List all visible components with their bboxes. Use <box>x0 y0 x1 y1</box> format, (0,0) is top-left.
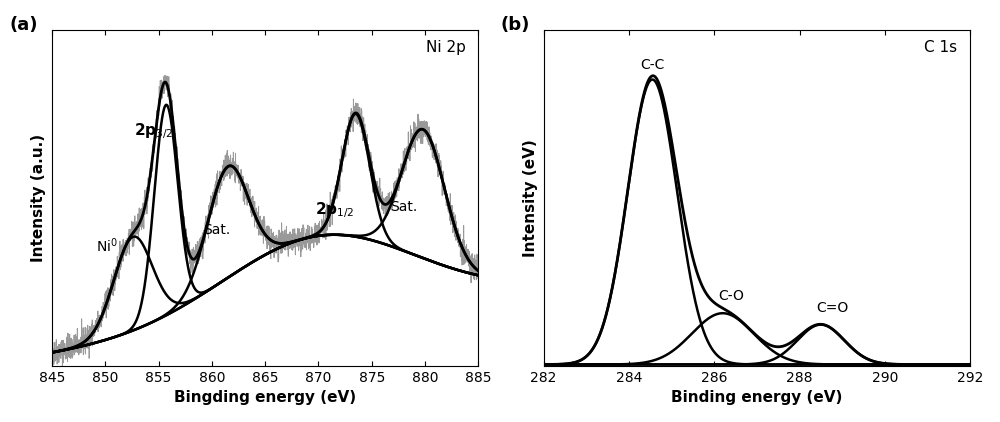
Text: (b): (b) <box>501 16 530 34</box>
Text: Sat.: Sat. <box>204 223 231 237</box>
Text: 2p$_{3/2}$: 2p$_{3/2}$ <box>134 121 173 141</box>
Text: C-O: C-O <box>718 289 744 303</box>
Y-axis label: Intensity (eV): Intensity (eV) <box>523 139 538 257</box>
Text: C=O: C=O <box>817 300 849 315</box>
Text: 2p$_{1/2}$: 2p$_{1/2}$ <box>315 200 354 220</box>
X-axis label: Bingding energy (eV): Bingding energy (eV) <box>174 390 356 406</box>
Y-axis label: Intensity (a.u.): Intensity (a.u.) <box>31 134 46 262</box>
Text: C-C: C-C <box>640 58 665 73</box>
Text: (a): (a) <box>9 16 38 34</box>
Text: Sat.: Sat. <box>390 200 417 214</box>
X-axis label: Binding energy (eV): Binding energy (eV) <box>671 390 843 406</box>
Text: Ni 2p: Ni 2p <box>426 40 466 55</box>
Text: Ni$^0$: Ni$^0$ <box>96 236 118 255</box>
Text: C 1s: C 1s <box>924 40 957 55</box>
